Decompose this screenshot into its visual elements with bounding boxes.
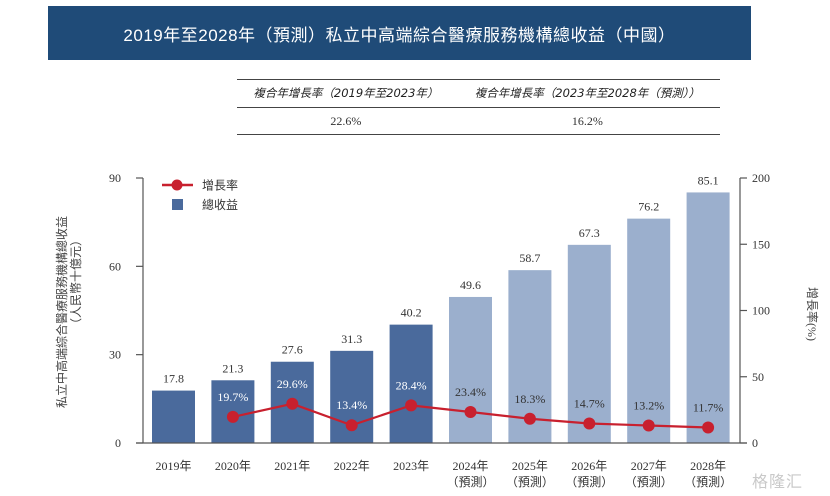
legend-label-growth: 增長率 bbox=[202, 178, 238, 193]
bar-2026年 bbox=[567, 244, 611, 443]
legend-dot-marker bbox=[171, 179, 183, 191]
bar-value-label: 40.2 bbox=[401, 306, 422, 320]
bar-value-label: 67.3 bbox=[579, 226, 600, 240]
bar-value-label: 27.6 bbox=[282, 343, 303, 357]
x-tick-sublabel: （預測） bbox=[506, 475, 554, 489]
growth-rate-label: 28.4% bbox=[396, 378, 427, 392]
growth-rate-label: 13.4% bbox=[336, 398, 367, 412]
x-tick-label: 2020年 bbox=[215, 459, 251, 473]
y2-axis-label: 增長率(%) bbox=[805, 287, 820, 341]
bar-value-label: 85.1 bbox=[698, 173, 719, 187]
y-axis-unit-label: （人民幣十億元） bbox=[69, 234, 83, 330]
x-tick-label: 2022年 bbox=[334, 459, 370, 473]
x-tick-label: 2028年 bbox=[690, 459, 726, 473]
legend-label-revenue: 總收益 bbox=[202, 197, 238, 212]
y-tick-label: 0 bbox=[115, 436, 121, 450]
x-tick-sublabel: （預測） bbox=[625, 475, 673, 489]
y2-tick-label: 50 bbox=[752, 370, 764, 384]
x-tick-label: 2026年 bbox=[571, 459, 607, 473]
y2-tick-label: 100 bbox=[752, 304, 770, 318]
bar-2023年 bbox=[389, 324, 433, 443]
bar-value-label: 76.2 bbox=[638, 200, 659, 214]
chart-title: 2019年至2028年（預測）私立中高端綜合醫療服務機構總收益（中國） bbox=[48, 6, 751, 60]
growth-rate-point bbox=[702, 421, 715, 434]
growth-rate-label: 14.7% bbox=[574, 397, 605, 411]
bar-2024年 bbox=[449, 296, 492, 443]
bar-value-label: 58.7 bbox=[519, 251, 540, 265]
bar-2019年 bbox=[152, 390, 195, 443]
growth-rate-point bbox=[642, 419, 655, 432]
x-tick-label: 2023年 bbox=[393, 459, 429, 473]
x-tick-label: 2024年 bbox=[452, 459, 488, 473]
x-tick-label: 2025年 bbox=[512, 459, 548, 473]
growth-rate-label: 19.7% bbox=[217, 390, 248, 404]
watermark-logo: 格隆汇 bbox=[752, 472, 804, 491]
x-tick-label: 2027年 bbox=[631, 459, 667, 473]
x-tick-label: 2021年 bbox=[274, 459, 310, 473]
growth-rate-point bbox=[583, 417, 596, 430]
growth-rate-point bbox=[286, 397, 299, 410]
x-tick-label: 2019年 bbox=[155, 459, 191, 473]
y2-tick-label: 200 bbox=[752, 171, 770, 185]
cagr-value-2023-2028: 16.2% bbox=[454, 107, 720, 135]
growth-rate-label: 13.2% bbox=[633, 399, 664, 413]
growth-rate-label: 29.6% bbox=[277, 377, 308, 391]
growth-rate-point bbox=[226, 410, 239, 423]
bar-value-label: 17.8 bbox=[163, 372, 184, 386]
bar-value-label: 21.3 bbox=[222, 361, 243, 375]
cagr-value-2019-2023: 22.6% bbox=[237, 107, 455, 135]
y-tick-label: 60 bbox=[109, 259, 121, 273]
growth-rate-point bbox=[405, 399, 418, 412]
x-tick-sublabel: （預測） bbox=[565, 475, 613, 489]
cagr-header-2019-2023: 複合年增長率（2019年至2023年） bbox=[237, 79, 455, 108]
legend-bar-marker bbox=[172, 199, 183, 210]
bar-2027年 bbox=[627, 218, 671, 443]
growth-rate-label: 23.4% bbox=[455, 385, 486, 399]
y2-tick-label: 0 bbox=[752, 436, 758, 450]
growth-rate-point bbox=[345, 419, 358, 432]
x-tick-sublabel: （預測） bbox=[684, 475, 732, 489]
cagr-header-2023-2028: 複合年增長率（2023年至2028年（預測）） bbox=[454, 79, 720, 108]
y-tick-label: 30 bbox=[109, 348, 121, 362]
legend: 增長率 總收益 bbox=[162, 178, 238, 212]
growth-rate-point bbox=[464, 405, 477, 418]
y-tick-label: 90 bbox=[109, 171, 121, 185]
growth-rate-label: 18.3% bbox=[514, 392, 545, 406]
bar-value-label: 31.3 bbox=[341, 332, 362, 346]
y-axis-label: 私立中高端綜合醫療服務機構總收益 bbox=[54, 216, 69, 408]
cagr-table: 複合年增長率（2019年至2023年） 複合年增長率（2023年至2028年（預… bbox=[237, 79, 720, 135]
x-tick-sublabel: （預測） bbox=[446, 475, 494, 489]
growth-rate-point bbox=[523, 412, 536, 425]
growth-rate-label: 11.7% bbox=[693, 400, 724, 414]
bar-value-label: 49.6 bbox=[460, 278, 481, 292]
bar-2028年 bbox=[686, 192, 730, 443]
y2-tick-label: 150 bbox=[752, 237, 770, 251]
